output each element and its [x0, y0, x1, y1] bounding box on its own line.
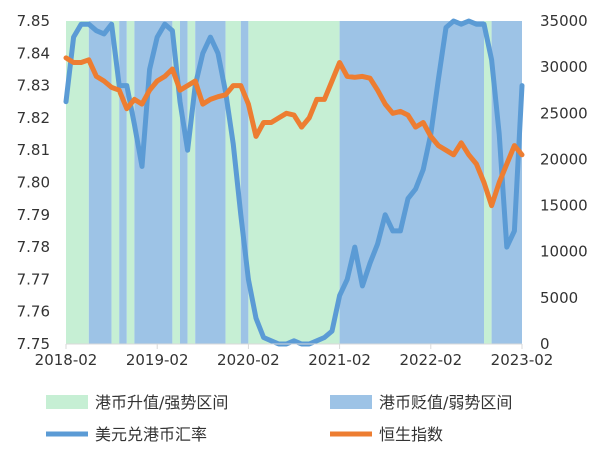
region-weak-6 — [134, 21, 173, 344]
y-right-tick-2: 10000 — [540, 243, 588, 261]
y-left-tick-6: 7.81 — [17, 141, 50, 159]
region-strong-15 — [484, 21, 492, 344]
y-left-tick-7: 7.82 — [17, 109, 50, 127]
y-left-tick-3: 7.78 — [17, 238, 50, 256]
y-left-tick-9: 7.84 — [17, 44, 50, 62]
region-weak-14 — [339, 21, 484, 344]
y-right-tick-7: 35000 — [540, 12, 588, 30]
region-strong-1 — [66, 21, 89, 344]
x-tick-4: 2022-02 — [399, 351, 462, 369]
region-strong-7 — [172, 21, 180, 344]
x-tick-1: 2019-02 — [126, 351, 189, 369]
series-line-usdhkd — [63, 18, 525, 347]
y-right-tick-5: 25000 — [540, 104, 588, 122]
region-weak-2 — [88, 21, 112, 344]
region-strong-3 — [111, 21, 120, 344]
y-right-tick-3: 15000 — [540, 197, 588, 215]
legend-swatch-strong — [46, 395, 88, 409]
y-left-tick-10: 7.85 — [17, 12, 50, 30]
series-lines — [63, 18, 525, 347]
legend-label-strong: 港币升值/强势区间 — [95, 393, 228, 412]
y-right-tick-0: 0 — [540, 335, 550, 353]
legend-label-usdhkd: 美元兑港币汇率 — [95, 425, 207, 444]
x-tick-3: 2021-02 — [308, 351, 371, 369]
y-left-tick-4: 7.79 — [17, 206, 50, 224]
shaded-regions — [66, 21, 522, 344]
region-strong-13 — [248, 21, 340, 344]
x-tick-5: 2023-02 — [491, 351, 554, 369]
region-weak-12 — [240, 21, 249, 344]
y-left-tick-0: 7.75 — [17, 335, 50, 353]
region-weak-8 — [180, 21, 188, 344]
x-tick-0: 2018-02 — [35, 351, 98, 369]
y-right-tick-4: 20000 — [540, 150, 588, 168]
axis-ticks: 7.75 7.76 7.77 7.78 7.79 7.80 7.81 7.82 7.83 7.84… — [17, 12, 588, 369]
y-left-tick-8: 7.83 — [17, 77, 50, 95]
series-line-hsi — [63, 55, 525, 209]
y-left-tick-1: 7.76 — [17, 303, 50, 321]
legend-label-hsi: 恒生指数 — [379, 425, 443, 444]
x-tick-2: 2020-02 — [217, 351, 280, 369]
region-strong-5 — [126, 21, 135, 344]
legend: 港币升值/强势区间 港币贬值/弱势区间 美元兑港币汇率 恒生指数 — [46, 393, 512, 444]
region-weak-4 — [119, 21, 127, 344]
legend-label-weak: 港币贬值/弱势区间 — [379, 393, 512, 412]
region-strong-9 — [187, 21, 196, 344]
y-left-tick-5: 7.80 — [17, 174, 50, 192]
y-right-tick-6: 30000 — [540, 58, 588, 76]
legend-swatch-weak — [330, 395, 372, 409]
y-right-tick-1: 5000 — [540, 289, 578, 307]
y-left-tick-2: 7.77 — [17, 270, 50, 288]
